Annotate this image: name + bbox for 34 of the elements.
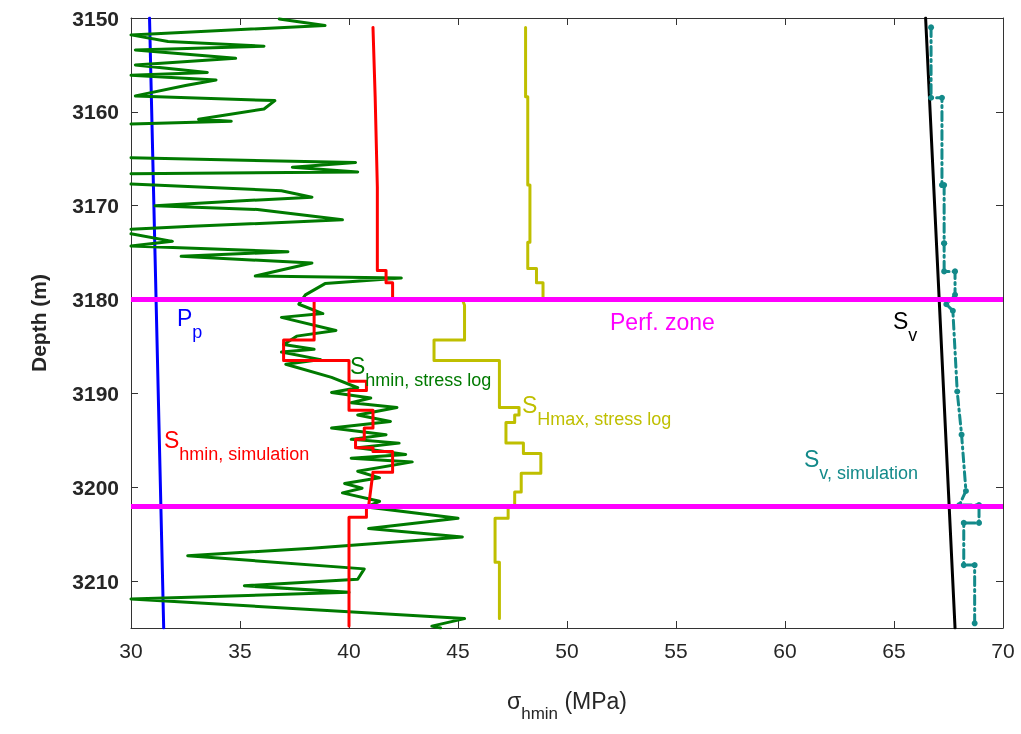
point	[952, 268, 959, 275]
point	[971, 620, 978, 627]
y-tick-label: 3180	[72, 288, 119, 312]
x-tick-label: 45	[446, 639, 470, 662]
x-tick-label: 60	[773, 639, 797, 662]
point	[960, 562, 967, 569]
y-tick-label: 3160	[72, 100, 119, 124]
x-tick-label: 35	[228, 639, 252, 662]
y-tick-label: 3170	[72, 194, 119, 218]
point	[954, 388, 961, 395]
point	[976, 519, 983, 526]
y-tick-label: 3200	[72, 475, 119, 499]
point	[928, 94, 935, 101]
point	[962, 487, 969, 494]
x-tick-label: 30	[119, 639, 143, 662]
x-tick-label: 55	[664, 639, 688, 662]
y-tick-label: 3210	[72, 569, 119, 593]
point	[958, 431, 965, 438]
x-tick-label: 40	[337, 639, 361, 662]
y-axis-title: Depth (m)	[27, 274, 50, 372]
point	[971, 562, 978, 569]
point	[938, 94, 945, 101]
x-tick-label: 70	[991, 639, 1015, 662]
point	[949, 307, 956, 314]
point	[960, 519, 967, 526]
y-tick-label: 3190	[72, 381, 119, 405]
point	[928, 24, 935, 31]
x-tick-label: 65	[882, 639, 906, 662]
point	[941, 268, 948, 275]
y-tick-label: 3150	[72, 6, 119, 30]
point	[952, 291, 959, 298]
x-tick-label: 50	[555, 639, 579, 662]
annotation: Perf. zone	[610, 309, 715, 335]
point	[943, 301, 950, 308]
